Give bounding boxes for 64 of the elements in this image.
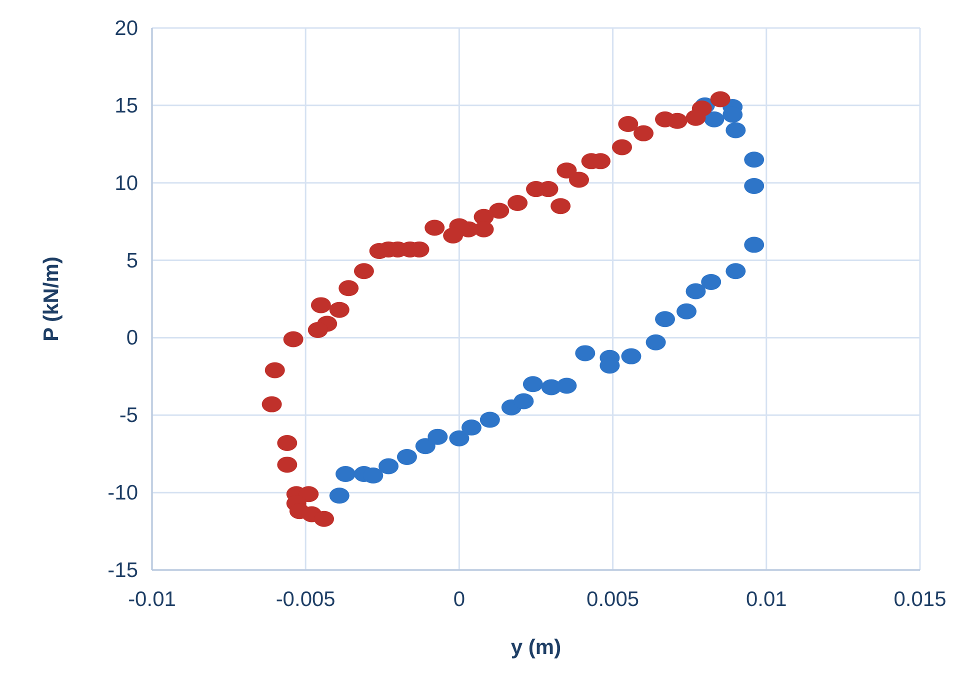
y-axis-title: P (kN/m)	[40, 256, 63, 342]
point	[701, 274, 722, 290]
point	[556, 378, 577, 394]
point	[575, 345, 596, 362]
point	[618, 116, 638, 132]
point	[461, 420, 482, 436]
point	[646, 334, 666, 350]
x-tick-label: -0.01	[128, 588, 176, 611]
point	[336, 466, 356, 482]
point	[744, 152, 764, 168]
y-tick-label: 20	[114, 17, 138, 40]
y-tick-label: 10	[114, 172, 138, 195]
point	[428, 428, 448, 445]
point	[655, 311, 676, 328]
x-tick-label: 0.005	[586, 588, 640, 611]
point	[522, 376, 543, 392]
y-tick-label: 15	[114, 94, 138, 118]
point	[308, 322, 328, 338]
point	[744, 236, 764, 253]
point	[686, 283, 706, 300]
point	[283, 331, 304, 348]
y-tick-label: -10	[108, 482, 138, 505]
point	[338, 280, 359, 296]
point	[314, 510, 334, 527]
point	[726, 263, 746, 280]
point	[329, 488, 350, 504]
y-tick-label: 5	[126, 249, 138, 272]
x-tick-label: 0	[453, 588, 466, 611]
point	[489, 202, 510, 219]
point	[550, 198, 571, 214]
point	[621, 348, 642, 364]
point	[704, 111, 724, 128]
x-tick-label: -0.005	[276, 588, 336, 611]
x-axis-title: y (m)	[510, 636, 562, 659]
point	[556, 162, 577, 178]
y-tick-label: -5	[119, 404, 138, 428]
point	[378, 458, 399, 474]
x-tick-label: 0.01	[746, 588, 787, 611]
point	[396, 448, 417, 465]
point	[443, 228, 464, 244]
x-tick-label: 0.015	[894, 588, 946, 611]
point	[310, 297, 331, 314]
point	[277, 435, 298, 452]
point	[449, 430, 470, 446]
point	[262, 396, 282, 412]
point	[424, 220, 445, 236]
point	[508, 194, 528, 211]
y-tick-label: -15	[108, 559, 138, 582]
point	[686, 110, 706, 126]
y-tick-label: 0	[126, 326, 138, 350]
point	[726, 122, 746, 138]
point	[634, 125, 654, 142]
point	[277, 456, 298, 473]
point	[676, 303, 697, 320]
point	[514, 393, 534, 410]
point	[354, 263, 374, 280]
point	[264, 362, 285, 378]
point	[569, 172, 590, 188]
point	[744, 178, 764, 194]
point	[710, 91, 730, 108]
point	[480, 412, 500, 428]
point	[415, 438, 436, 454]
point	[612, 139, 632, 156]
point	[329, 302, 350, 318]
